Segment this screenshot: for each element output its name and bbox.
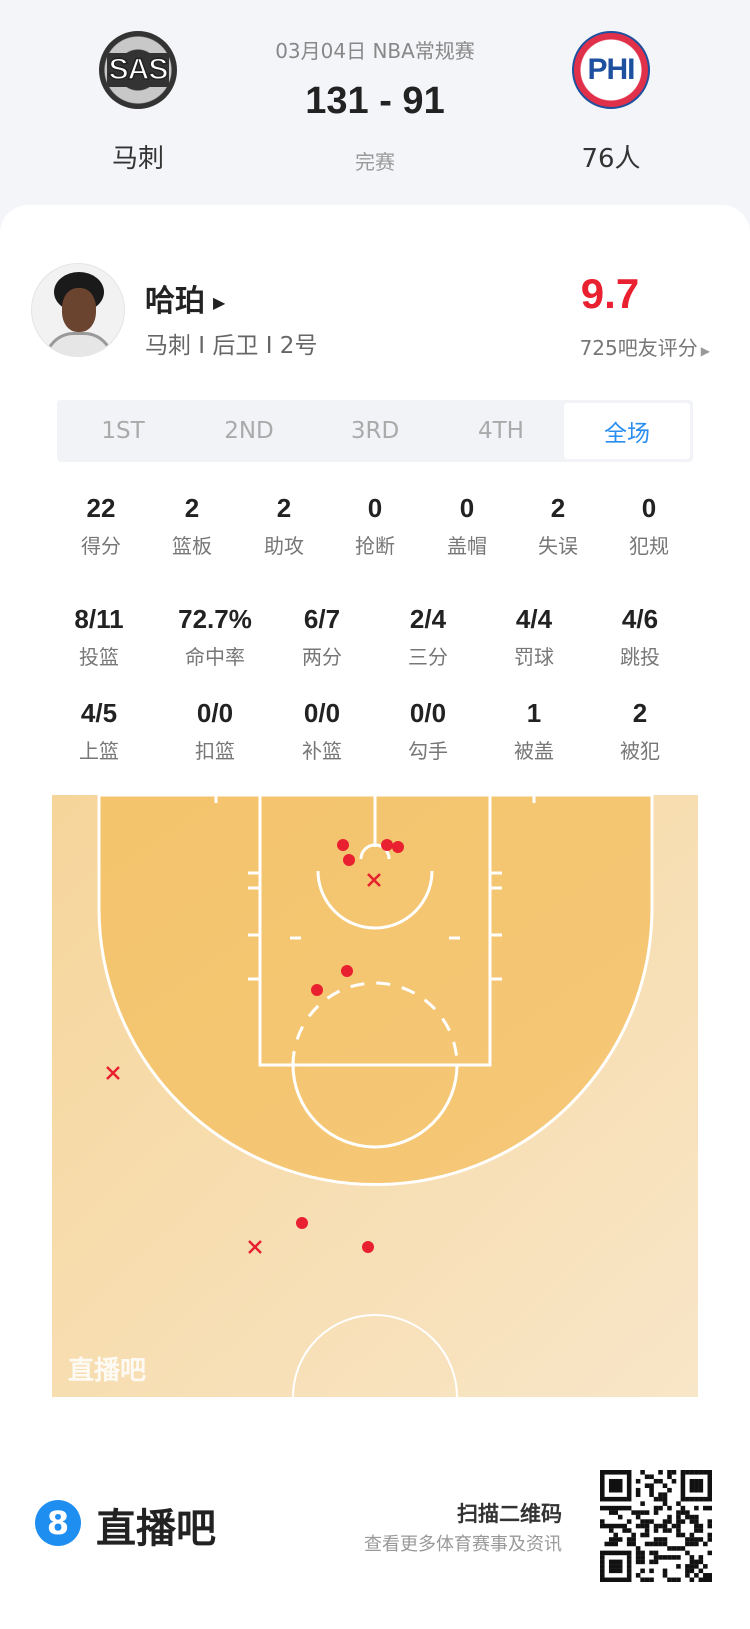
stat-value: 2: [184, 493, 200, 523]
tab-3rd[interactable]: 3RD: [350, 418, 400, 444]
stat-value: 72.7%: [178, 604, 252, 634]
made-shot: [296, 1217, 308, 1229]
stat-value: 6/7: [303, 604, 341, 634]
stat-label: 得分: [81, 534, 121, 558]
stat-value: 2: [550, 493, 566, 523]
stat-item: 0/0 勾手: [373, 698, 483, 764]
made-shot: [311, 984, 323, 996]
tab-1st[interactable]: 1ST: [101, 418, 145, 444]
stat-item: 4/5 上篮: [44, 698, 154, 764]
tab-2nd[interactable]: 2ND: [224, 418, 274, 444]
stat-value: 0: [367, 493, 383, 523]
stat-label: 罚球: [514, 645, 554, 669]
stat-item: 8/11 投篮: [44, 604, 154, 670]
stat-value: 0: [459, 493, 475, 523]
stat-value: 4/6: [621, 604, 659, 634]
tab-4th[interactable]: 4TH: [478, 418, 524, 444]
stat-label: 命中率: [185, 645, 245, 669]
stat-label: 被盖: [514, 739, 554, 763]
stat-label: 被犯: [620, 739, 660, 763]
home-team-name: 马刺: [111, 144, 164, 174]
stat-item: 72.7% 命中率: [160, 604, 270, 670]
stat-value: 2: [632, 698, 648, 728]
stat-item: 0 抢断: [320, 493, 430, 559]
stat-label: 三分: [408, 645, 448, 669]
stat-item: 2 失误: [503, 493, 613, 559]
missed-shot: [367, 873, 381, 887]
rating-label: 725吧友评分: [579, 336, 698, 360]
stat-item: 0/0 补篮: [267, 698, 377, 764]
76ers-logo: PHI: [572, 31, 650, 109]
made-shot: [362, 1241, 374, 1253]
stat-label: 勾手: [408, 739, 448, 763]
qr-title: 扫描二维码: [457, 1502, 562, 1526]
stat-item: 2 助攻: [229, 493, 339, 559]
stat-value: 0/0: [196, 698, 234, 728]
stat-label: 扣篮: [195, 739, 235, 763]
rating-link[interactable]: 725吧友评分 ▶: [520, 332, 710, 361]
stat-item: 0 犯规: [594, 493, 704, 559]
stat-item: 0/0 扣篮: [160, 698, 270, 764]
match-date-league: 03月04日 NBA常规赛: [275, 39, 475, 63]
stat-label: 两分: [302, 645, 342, 669]
made-shot: [337, 839, 349, 851]
stat-item: 2 被犯: [585, 698, 695, 764]
made-shot: [343, 854, 355, 866]
stat-value: 8/11: [74, 604, 124, 634]
stat-value: 4/5: [80, 698, 118, 728]
stat-value: 2: [276, 493, 292, 523]
made-shot: [381, 839, 393, 851]
qr-code[interactable]: [600, 1470, 712, 1582]
stat-label: 失误: [538, 534, 578, 558]
watermark: 直播吧: [68, 1356, 146, 1386]
missed-shot: [248, 1240, 262, 1254]
period-tabs: 1ST 2ND 3RD 4TH 全场: [57, 400, 693, 462]
stat-value: 22: [86, 493, 116, 523]
stat-label: 抢断: [355, 534, 395, 558]
caret-right-icon: ▶: [213, 293, 226, 312]
player-rating: 9.7: [580, 270, 640, 317]
stat-value: 2/4: [409, 604, 447, 634]
player-name-link[interactable]: 哈珀 ▶: [145, 276, 225, 320]
stat-label: 投篮: [79, 645, 119, 669]
missed-shot: [106, 1066, 120, 1080]
stat-item: 4/4 罚球: [479, 604, 589, 670]
court-lines: [214, 795, 536, 1397]
stat-value: 1: [526, 698, 542, 728]
stat-value: 0/0: [303, 698, 341, 728]
tab-full-game[interactable]: 全场: [564, 403, 690, 459]
three-point-line: [97, 795, 654, 1186]
stat-item: 2 篮板: [137, 493, 247, 559]
stat-value: 0: [641, 493, 657, 523]
stat-item: 4/6 跳投: [585, 604, 695, 670]
player-avatar[interactable]: [31, 263, 125, 357]
stat-item: 6/7 两分: [267, 604, 377, 670]
match-score: 131 - 91: [305, 80, 445, 122]
stat-label: 补篮: [302, 739, 342, 763]
caret-right-icon: ▶: [700, 344, 710, 358]
stat-label: 助攻: [264, 534, 304, 558]
player-name: 哈珀: [145, 284, 205, 319]
shot-chart: 直播吧: [52, 795, 698, 1397]
stat-label: 篮板: [172, 534, 212, 558]
stat-value: 0/0: [409, 698, 447, 728]
made-shot: [341, 965, 353, 977]
brand-name: 直播吧: [96, 1506, 216, 1552]
stat-item: 2/4 三分: [373, 604, 483, 670]
stat-item: 22 得分: [46, 493, 156, 559]
stat-label: 上篮: [79, 739, 119, 763]
stat-label: 跳投: [620, 645, 660, 669]
stat-value: 4/4: [515, 604, 553, 634]
player-info: 马刺 I 后卫 I 2号: [145, 333, 318, 359]
made-shot: [392, 841, 404, 853]
stat-item: 1 被盖: [479, 698, 589, 764]
spurs-logo: SAS: [99, 31, 177, 109]
away-team-name: 76人: [581, 144, 641, 174]
stat-label: 盖帽: [447, 534, 487, 558]
match-status: 完赛: [355, 150, 395, 174]
qr-subtitle: 查看更多体育赛事及资讯: [364, 1534, 562, 1555]
stat-label: 犯规: [629, 534, 669, 558]
stat-item: 0 盖帽: [412, 493, 522, 559]
brand-logo-icon: 8: [35, 1500, 81, 1546]
